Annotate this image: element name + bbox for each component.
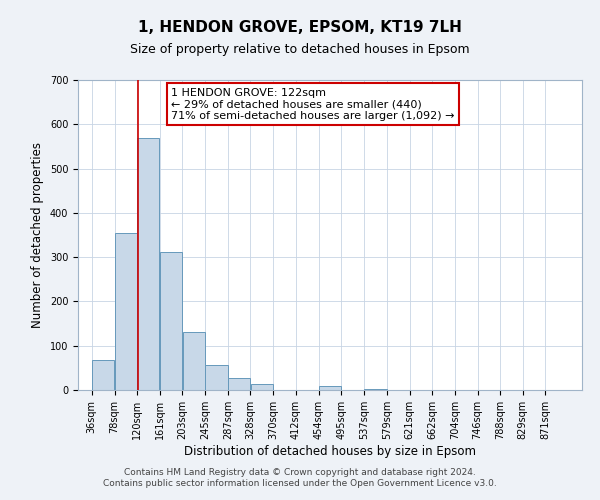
Text: 1 HENDON GROVE: 122sqm
← 29% of detached houses are smaller (440)
71% of semi-de: 1 HENDON GROVE: 122sqm ← 29% of detached… (171, 88, 455, 121)
Text: Size of property relative to detached houses in Epsom: Size of property relative to detached ho… (130, 42, 470, 56)
Bar (160, 252, 182, 390)
Bar (205, 365, 228, 390)
Bar (228, 378, 250, 390)
Bar (137, 138, 160, 390)
Bar (251, 384, 273, 390)
Y-axis label: Number of detached properties: Number of detached properties (31, 142, 44, 328)
Text: 1, HENDON GROVE, EPSOM, KT19 7LH: 1, HENDON GROVE, EPSOM, KT19 7LH (138, 20, 462, 35)
Bar (364, 388, 386, 390)
Bar (92, 360, 115, 390)
Bar (182, 332, 205, 390)
Text: Contains HM Land Registry data © Crown copyright and database right 2024.
Contai: Contains HM Land Registry data © Crown c… (103, 468, 497, 487)
Bar (115, 233, 137, 390)
X-axis label: Distribution of detached houses by size in Epsom: Distribution of detached houses by size … (184, 444, 476, 458)
Bar (319, 386, 341, 390)
